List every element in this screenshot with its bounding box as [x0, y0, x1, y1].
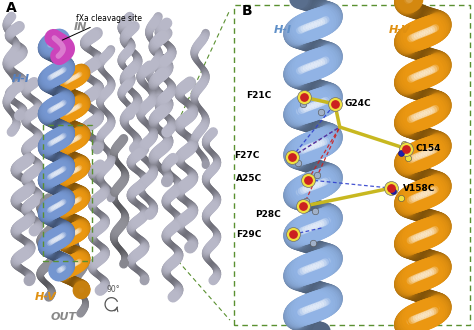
- Text: H-V: H-V: [35, 292, 56, 302]
- Text: fXa cleavage site: fXa cleavage site: [62, 15, 142, 40]
- Point: [294, 161, 302, 166]
- Text: H-I: H-I: [274, 25, 292, 35]
- Point: [290, 232, 297, 237]
- Point: [402, 146, 410, 151]
- Point: [402, 146, 410, 151]
- Point: [300, 204, 307, 209]
- Text: A25C: A25C: [236, 174, 262, 183]
- Point: [301, 95, 308, 100]
- Point: [292, 233, 300, 239]
- Point: [397, 151, 404, 156]
- Point: [401, 141, 408, 146]
- Text: OUT: OUT: [51, 312, 77, 322]
- Text: V158C: V158C: [403, 183, 436, 193]
- Point: [331, 101, 338, 107]
- Text: 90°: 90°: [107, 285, 120, 294]
- Point: [313, 172, 320, 178]
- Point: [300, 204, 307, 209]
- Text: C154: C154: [415, 144, 441, 153]
- Text: P28C: P28C: [255, 210, 281, 219]
- Point: [387, 185, 395, 191]
- Point: [311, 209, 319, 214]
- Text: F21C: F21C: [246, 91, 272, 100]
- Point: [390, 189, 397, 194]
- Text: A: A: [6, 1, 17, 15]
- Point: [318, 110, 325, 115]
- Point: [309, 240, 317, 245]
- Text: H-V: H-V: [389, 25, 410, 35]
- Text: F29C: F29C: [236, 230, 262, 239]
- Point: [304, 177, 312, 182]
- Point: [301, 95, 308, 100]
- Point: [290, 232, 297, 237]
- Text: G24C: G24C: [345, 99, 371, 109]
- Text: B: B: [242, 4, 253, 18]
- Text: H-I: H-I: [11, 75, 29, 84]
- Point: [302, 199, 310, 204]
- Point: [300, 101, 307, 107]
- Point: [304, 177, 312, 182]
- Point: [288, 154, 296, 159]
- Text: F27C: F27C: [234, 150, 259, 160]
- Text: IN: IN: [73, 22, 87, 32]
- Point: [288, 154, 296, 159]
- Point: [386, 182, 393, 187]
- Point: [404, 156, 412, 161]
- Point: [387, 185, 395, 191]
- Point: [331, 101, 338, 107]
- Point: [397, 195, 404, 201]
